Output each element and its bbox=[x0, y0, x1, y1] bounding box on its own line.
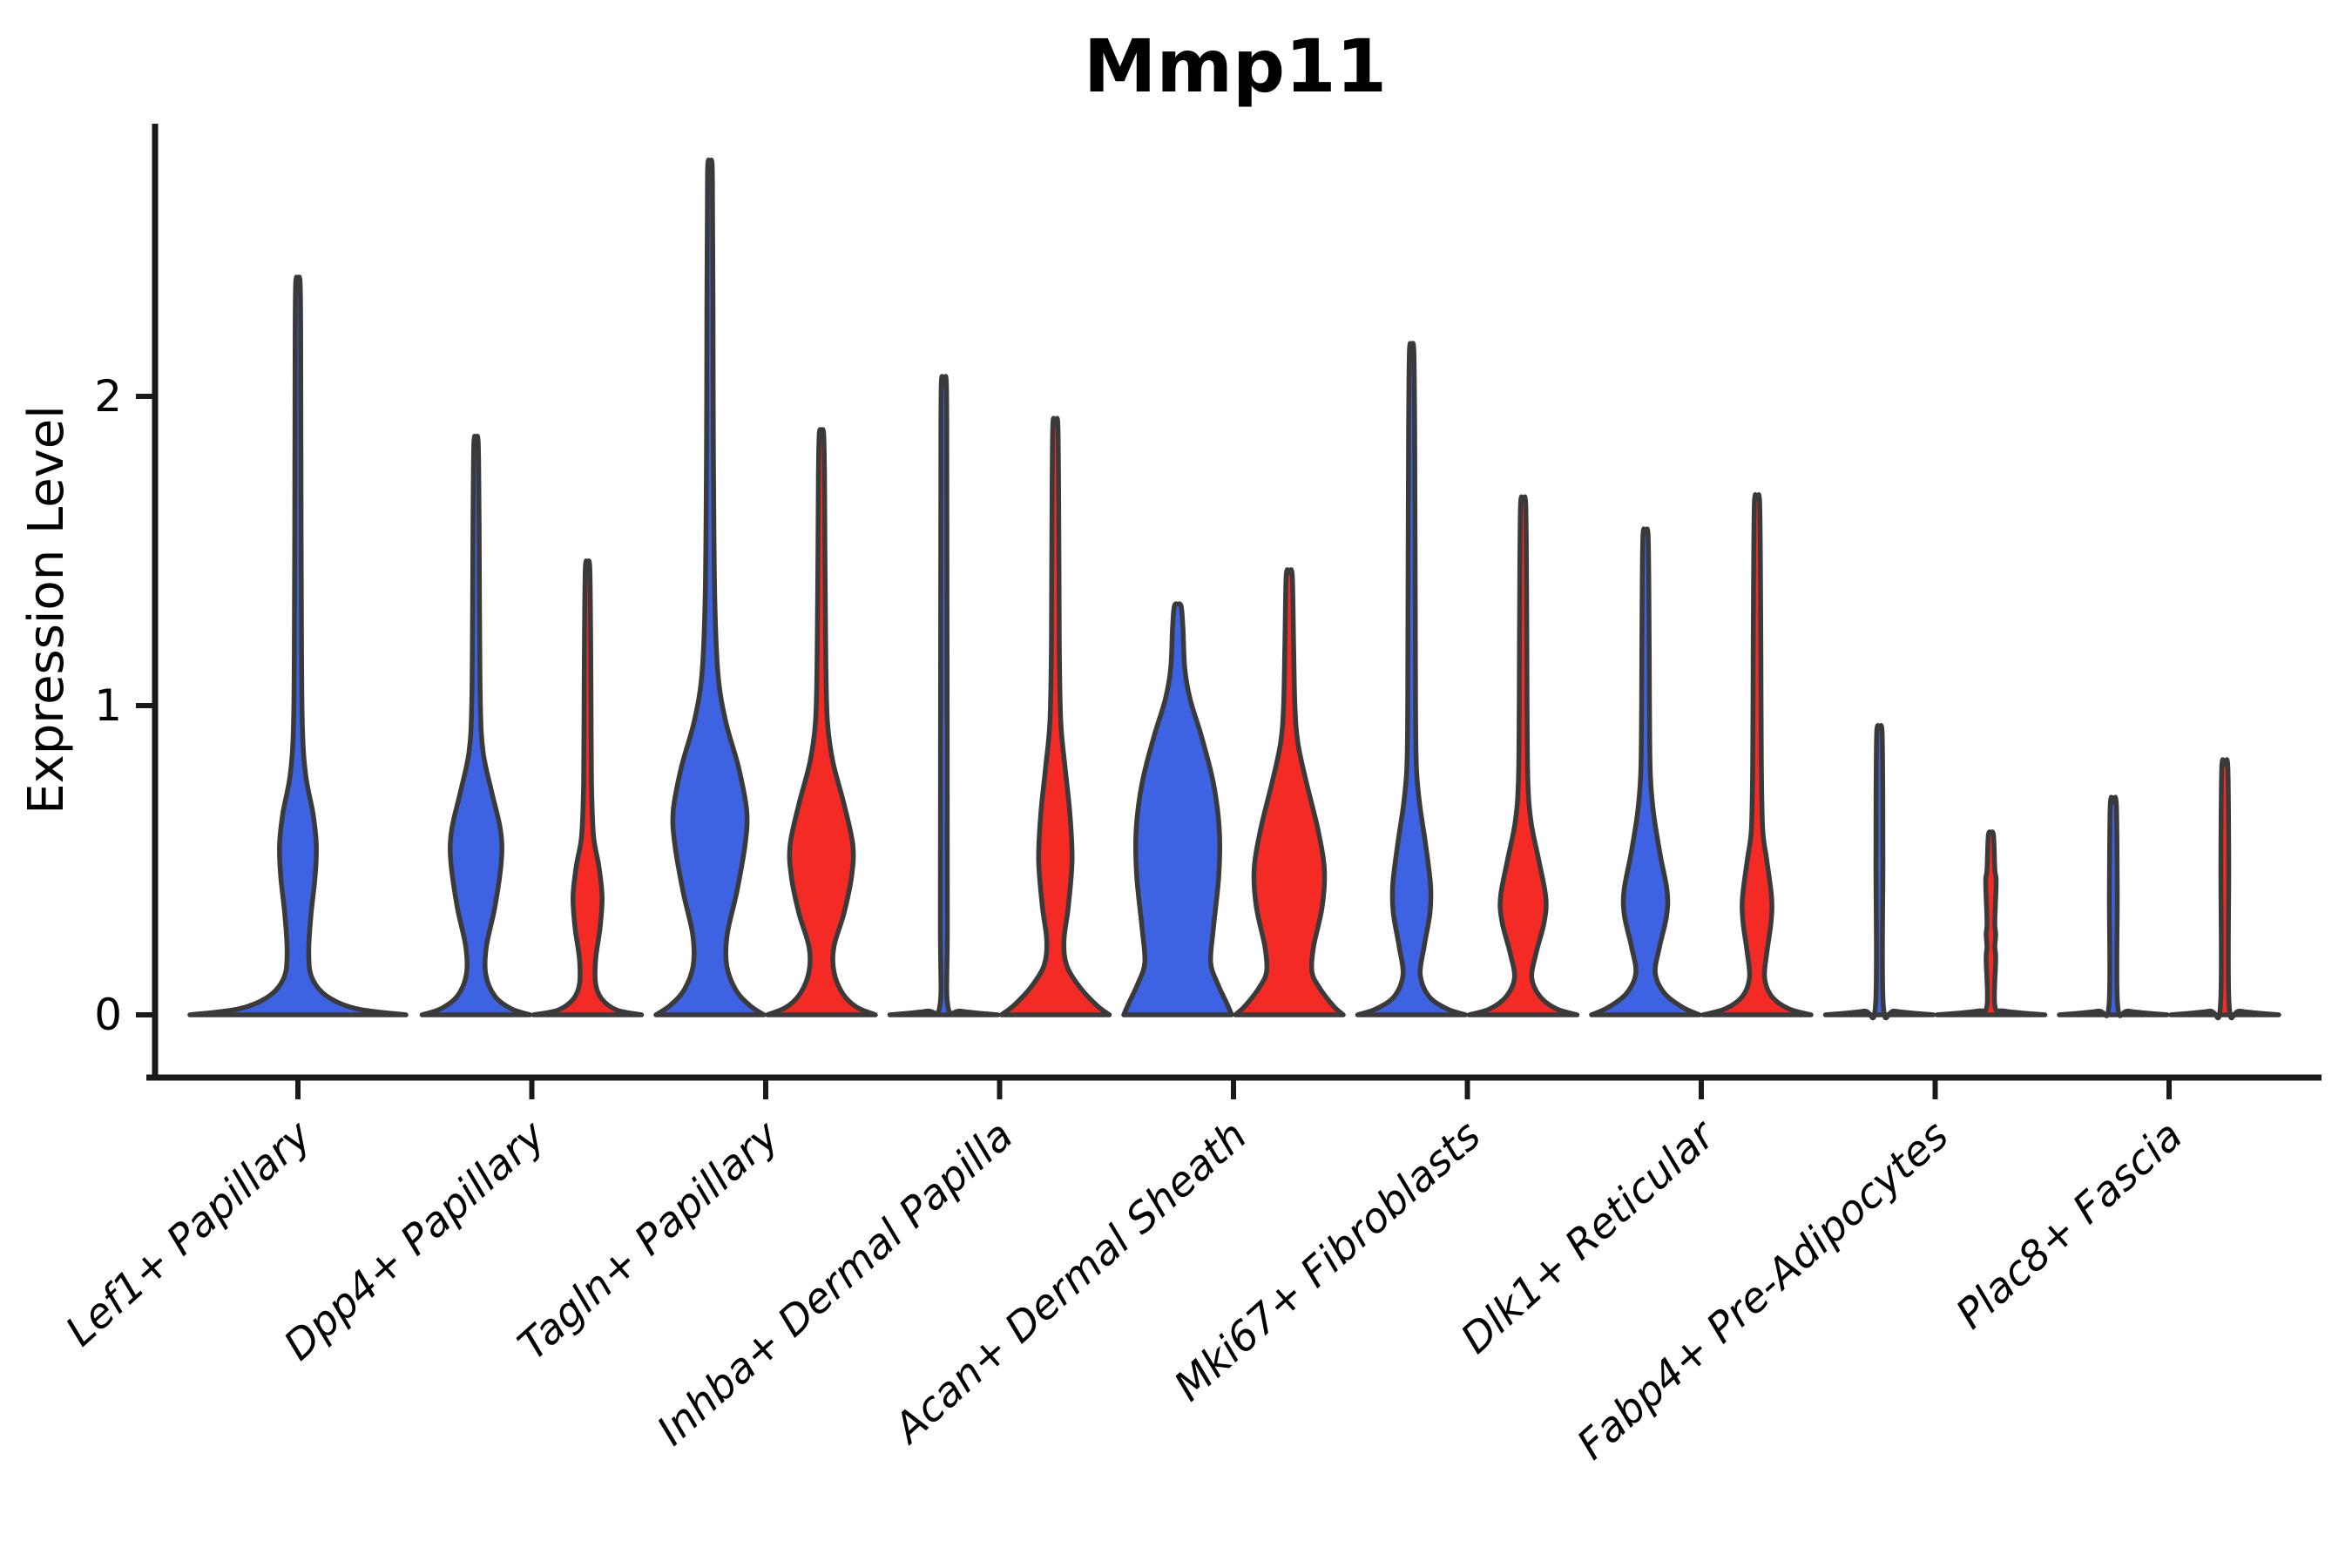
violin-tagln-papillary-red bbox=[765, 427, 878, 1017]
violin-dlk1-reticular-blue bbox=[1589, 526, 1702, 1017]
violin-mki67-fibroblasts-blue bbox=[1355, 341, 1469, 1017]
y-tick-label-0: 0 bbox=[94, 990, 122, 1040]
violin-fabp4-pre-adipocytes-blue bbox=[1822, 723, 1936, 1021]
x-tick-label-fabp4-pre-adipocytes: Fabp4+ Pre-Adipocytes bbox=[1568, 1112, 1957, 1469]
violin-mki67-fibroblasts-red bbox=[1466, 494, 1580, 1017]
axes bbox=[136, 124, 2322, 1099]
violin-inhba-dermal-papilla-blue bbox=[887, 374, 1001, 1017]
violin-dpp4-papillary-blue bbox=[419, 433, 533, 1017]
y-tick-label-2: 2 bbox=[94, 371, 122, 422]
y-tick-label-1: 1 bbox=[94, 680, 122, 731]
violin-tagln-papillary-blue bbox=[653, 157, 767, 1017]
violin-lef1-papillary-blue bbox=[187, 274, 409, 1017]
violin-acan-dermal-sheath-red bbox=[1233, 567, 1346, 1017]
violin-plac8-fascia-blue bbox=[2057, 794, 2170, 1018]
violin-dlk1-reticular-red bbox=[1700, 492, 1814, 1017]
x-tick-label-plac8-fascia: Plac8+ Fascia bbox=[1947, 1112, 2192, 1339]
y-axis-label: Expression Level bbox=[18, 405, 75, 814]
chart-title: Mmp11 bbox=[1084, 24, 1387, 109]
violin-plac8-fascia-red bbox=[2168, 757, 2281, 1021]
violin-acan-dermal-sheath-blue bbox=[1121, 601, 1234, 1017]
y-tick-labels: 0 1 2 bbox=[94, 371, 122, 1040]
x-tick-label-dlk1-reticular: Dlk1+ Reticular bbox=[1452, 1110, 1726, 1363]
x-tick-label-lef1-papillary: Lef1+ Papillary bbox=[57, 1111, 321, 1355]
violin-shapes bbox=[187, 157, 2281, 1021]
violin-inhba-dermal-papilla-red bbox=[998, 416, 1112, 1017]
violin-fabp4-pre-adipocytes-red bbox=[1934, 829, 2048, 1017]
violin-dpp4-papillary-red bbox=[531, 558, 645, 1017]
